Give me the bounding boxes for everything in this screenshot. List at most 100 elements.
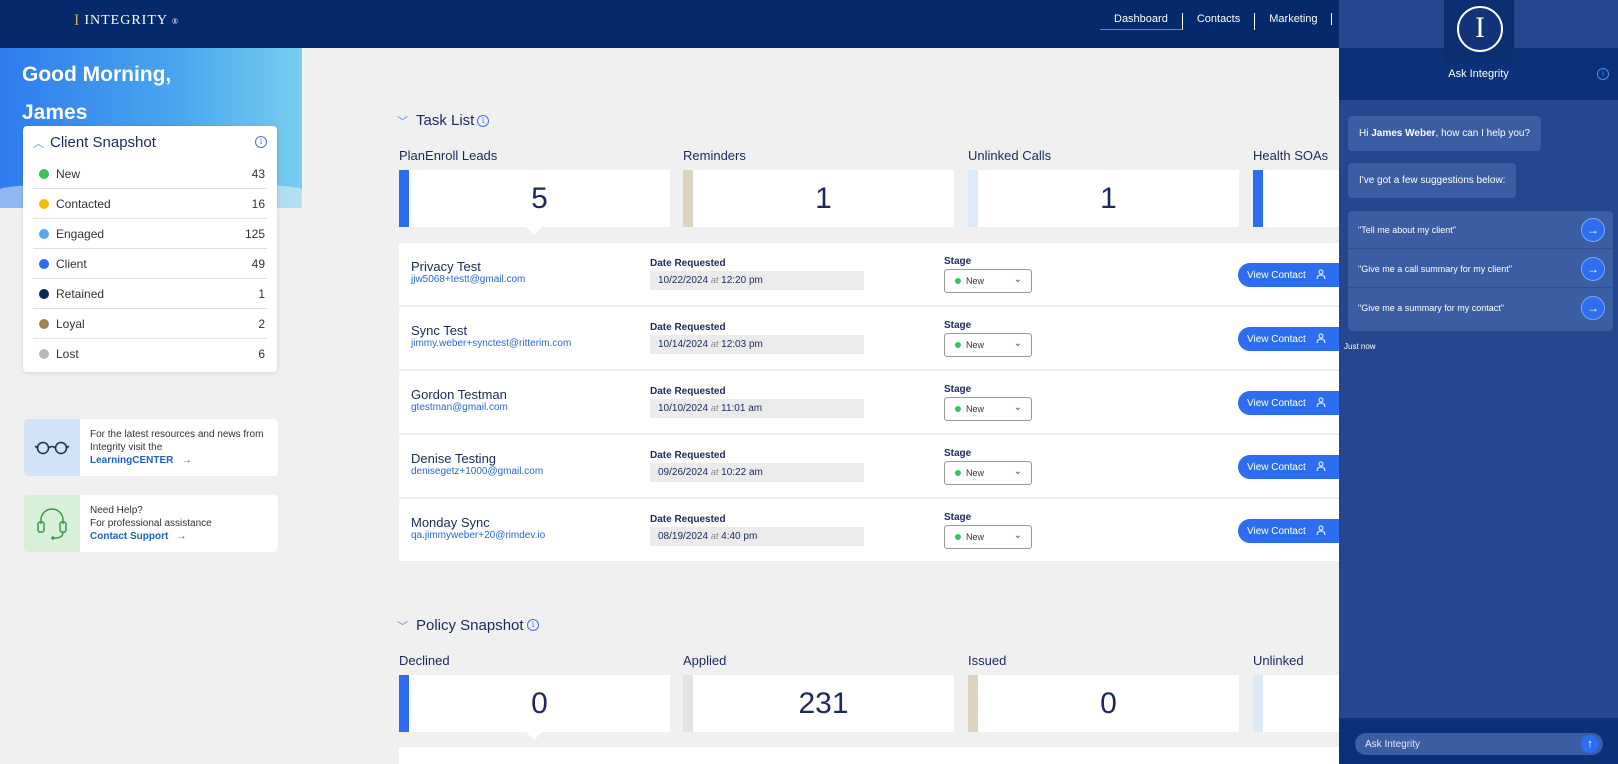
person-icon [1316,333,1326,346]
contact-email[interactable]: jimmy.weber+synctest@ritterim.com [411,338,572,349]
view-contact-button[interactable]: View Contact [1238,455,1339,479]
contact-support-link-text: Contact Support [90,531,169,542]
snapshot-row-engaged[interactable]: Engaged 125 [33,219,267,249]
nav-dashboard[interactable]: Dashboard [1100,13,1183,30]
suggestion-item[interactable]: "Give me a call summary for my client" → [1348,250,1613,288]
tile-accent-bar [683,170,693,227]
contact-email[interactable]: gtestman@gmail.com [411,402,508,413]
summary-tile[interactable]: 1 [683,170,954,227]
chat-greeting-bubble: Hi James Weber, how can I help you? [1348,116,1542,151]
request-time: 10:22 am [721,467,763,478]
client-snapshot-list: New 43 Contacted 16 Engaged 125 Client 49 Retain… [33,159,267,369]
chevron-down-icon: ⌄ [1013,274,1022,285]
nav-contacts[interactable]: Contacts [1183,13,1256,30]
summary-tile[interactable]: 231 [683,675,954,732]
tile-accent-bar [1253,170,1263,227]
summary-tile[interactable] [1253,675,1339,732]
stage-select[interactable]: New ⌄ [944,461,1032,485]
status-dot-icon [39,258,49,269]
snapshot-label: Contacted [56,196,111,211]
snapshot-row-contacted[interactable]: Contacted 16 [33,189,267,219]
logo-registered: ® [171,16,180,26]
chevron-down-icon[interactable]: ﹀ [397,115,408,128]
snapshot-count: 6 [258,347,265,361]
contact-email[interactable]: qa.jimmyweber+20@rimdev.io [411,530,546,541]
summary-tile[interactable]: 1 [968,170,1239,227]
info-icon[interactable]: i [255,136,267,148]
task-row: Privacy Test jjw5068+testt@gmail.com Date … [399,243,1339,307]
date-requested-value: 09/26/2024 at 10:22 am [650,463,864,482]
suggestion-text: "Give me a summary for my contact" [1358,303,1504,313]
suggestions-list: "Tell me about my client" → "Give me a cal… [1348,211,1613,331]
date-requested-label: Date Requested [650,258,726,269]
contact-email[interactable]: jjw5068+testt@gmail.com [411,274,526,285]
tile-label: Applied [683,653,727,668]
nav-marketing[interactable]: Marketing [1269,13,1318,25]
person-icon [1316,269,1326,282]
task-list-header[interactable]: ﹀ Task List [397,112,474,129]
contact-support-card: Need Help? For professional assistance C… [24,495,278,552]
person-icon [1316,397,1326,410]
policy-snapshot-header[interactable]: ﹀ Policy Snapshot [397,617,524,634]
snapshot-row-client[interactable]: Client 49 [33,249,267,279]
stage-value: New [966,532,985,542]
chevron-down-icon[interactable]: ﹀ [397,620,408,633]
integrity-logo[interactable]: I INTEGRITY ® [74,12,179,30]
learning-center-link[interactable]: LearningCENTER → [90,454,263,467]
snapshot-count: 49 [251,256,265,271]
view-contact-button[interactable]: View Contact [1238,263,1339,287]
stage-label: Stage [944,384,972,395]
arrow-right-circle-icon[interactable]: → [1581,296,1605,320]
at-label: at [710,403,719,413]
date-requested-label: Date Requested [650,514,726,525]
stage-select[interactable]: New ⌄ [944,397,1032,421]
snapshot-row-loyal[interactable]: Loyal 2 [33,309,267,339]
view-contact-button[interactable]: View Contact [1238,391,1339,415]
ask-integrity-input[interactable] [1355,733,1603,755]
request-time: 12:20 pm [721,275,763,286]
stage-select[interactable]: New ⌄ [944,525,1032,549]
person-icon [1316,461,1326,474]
arrow-right-circle-icon[interactable]: → [1581,257,1605,281]
summary-tile[interactable]: 0 [399,675,670,732]
tile-value: 231 [798,686,849,720]
summary-tile[interactable]: 5 [399,170,670,227]
client-snapshot-header[interactable]: ︿ Client Snapshot [33,134,156,151]
client-snapshot-card: ︿ Client Snapshot i New 43 Contacted 16 Enga… [23,126,277,372]
contact-support-link[interactable]: Contact Support → [90,530,212,543]
info-icon[interactable]: i [477,115,489,127]
view-contact-button[interactable]: View Contact [1238,327,1339,351]
request-date: 10/10/2024 [658,403,709,414]
contact-name: Monday Sync [411,515,490,530]
chevron-up-icon[interactable]: ︿ [33,137,44,150]
date-requested-label: Date Requested [650,450,726,461]
snapshot-row-lost[interactable]: Lost 6 [33,339,267,369]
task-row: Sync Test jimmy.weber+synctest@ritterim.c… [399,307,1339,371]
summary-tile[interactable] [1253,170,1339,227]
request-time: 11:01 am [721,403,763,414]
contact-email[interactable]: denisegetz+1000@gmail.com [411,466,544,477]
tile-label: Unlinked Calls [968,148,1052,163]
summary-tile[interactable]: 0 [968,675,1239,732]
view-contact-button[interactable]: View Contact [1238,519,1339,543]
info-icon[interactable]: i [527,619,539,631]
suggestion-item[interactable]: "Give me a summary for my contact" → [1348,289,1613,327]
info-icon[interactable]: i [1597,68,1609,80]
snapshot-row-new[interactable]: New 43 [33,159,267,189]
request-date: 09/26/2024 [658,467,709,478]
stage-select[interactable]: New ⌄ [944,333,1032,357]
arrow-right-circle-icon[interactable]: → [1581,218,1605,242]
snapshot-row-retained[interactable]: Retained 1 [33,279,267,309]
tile-label: Issued [968,653,1007,668]
send-arrow-up-icon[interactable]: ↑ [1581,735,1599,753]
stage-select[interactable]: New ⌄ [944,269,1032,293]
tile-accent-bar [968,675,978,732]
at-label: at [710,531,719,541]
policy-snapshot-title: Policy Snapshot [416,617,524,634]
tile-accent-bar [968,170,978,227]
stage-status-dot-icon [955,470,961,476]
chevron-down-icon: ⌄ [1013,338,1022,349]
status-dot-icon [39,228,49,239]
date-requested-label: Date Requested [650,322,726,333]
suggestion-item[interactable]: "Tell me about my client" → [1348,211,1613,249]
